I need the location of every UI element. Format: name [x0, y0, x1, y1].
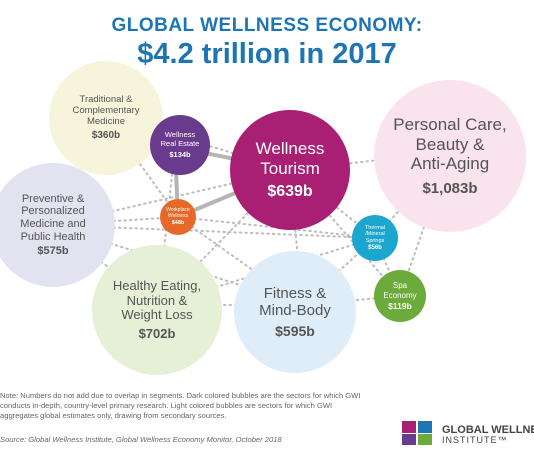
- bubble-workplace-wellness: Workplace Wellness $48b: [160, 199, 196, 235]
- bubble-thermal-springs: Thermal /Mineral Springs $56b: [352, 215, 398, 261]
- bubble-preventive-medicine: Preventive & Personalized Medicine and P…: [0, 163, 115, 287]
- bubble-spa-economy: Spa Economy $119b: [374, 270, 426, 322]
- connector-preventive-workplace: [52, 216, 179, 226]
- title-line-1: GLOBAL WELLNESS ECONOMY:: [111, 15, 423, 36]
- logo-line-2: INSTITUTE™: [442, 435, 508, 446]
- bubble-wellness-tourism: Wellness Tourism $639b: [230, 110, 350, 230]
- bubble-fitness-mind-body: Fitness & Mind-Body $595b: [234, 251, 356, 373]
- logo-line-1: GLOBAL WELLNESS: [442, 424, 534, 436]
- gwi-logo-text: GLOBAL WELLNESS INSTITUTE™: [442, 424, 534, 446]
- footnote: Note: Numbers do not add due to overlap …: [0, 391, 361, 420]
- connector-preventive-thermal: [52, 224, 376, 239]
- bubble-personal-care: Personal Care, Beauty & Anti-Aging $1,08…: [374, 80, 526, 232]
- title-line-2: $4.2 trillion in 2017: [137, 38, 397, 70]
- connector-traditional-workplace: [104, 114, 179, 218]
- connector-tourism-healthy: [157, 169, 291, 306]
- gwi-logo-icon: [402, 419, 432, 447]
- bubble-traditional-medicine: Traditional & Complementary Medicine $36…: [49, 61, 163, 175]
- source-citation: Source: Global Wellness Institute, Globa…: [0, 435, 282, 444]
- bubble-wellness-real-estate: Wellness Real Estate $134b: [150, 115, 210, 175]
- bubble-healthy-eating: Healthy Eating, Nutrition & Weight Loss …: [92, 245, 222, 375]
